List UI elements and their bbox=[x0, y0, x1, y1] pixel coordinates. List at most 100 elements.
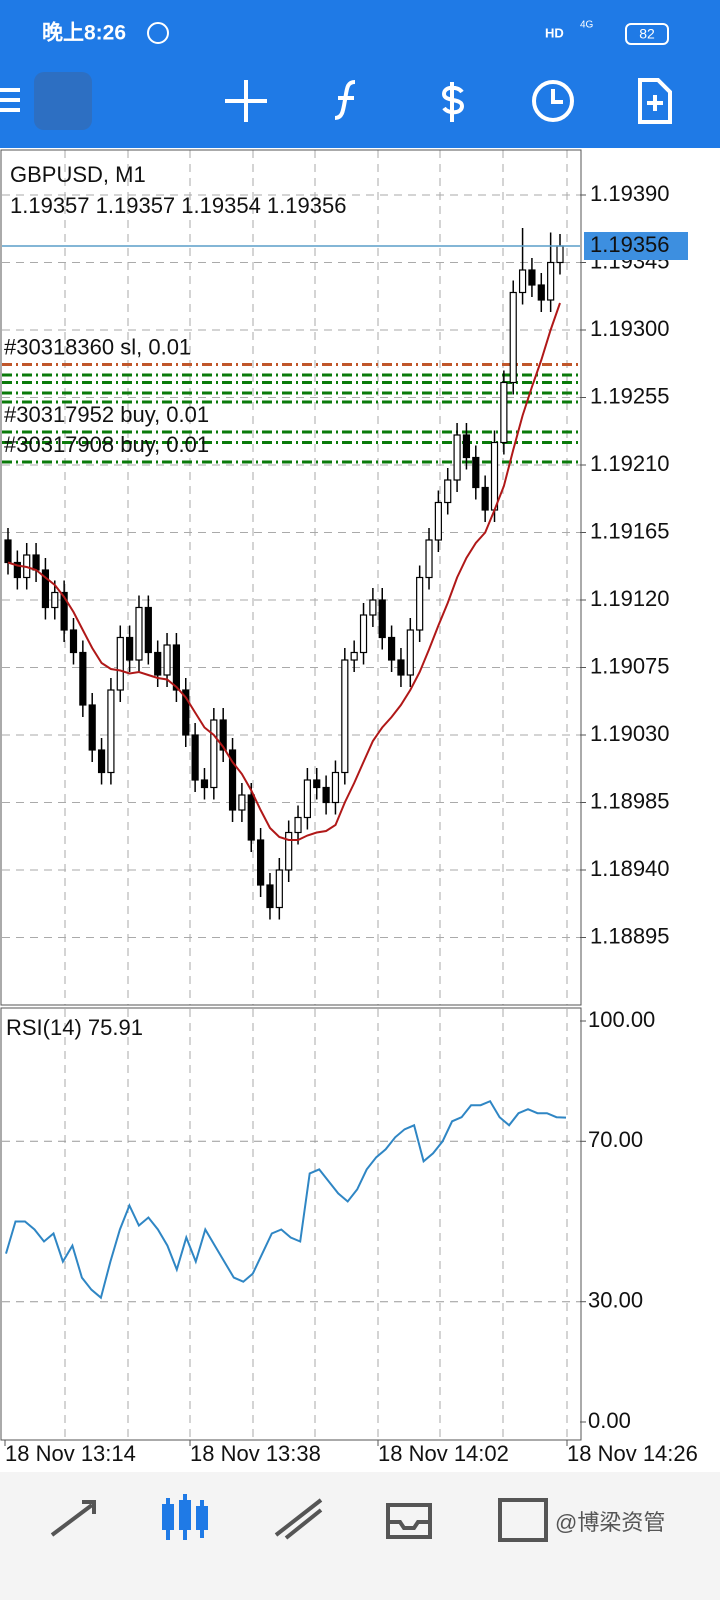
y-tick-label: 1.19210 bbox=[590, 451, 670, 476]
candle-body bbox=[238, 794, 246, 811]
candle-body bbox=[397, 659, 405, 676]
y-tick-label: 1.19075 bbox=[590, 653, 670, 678]
candle-body bbox=[303, 779, 311, 819]
y-tick-label: 1.18985 bbox=[590, 788, 670, 813]
x-tick-label: 18 Nov 14:02 bbox=[378, 1441, 509, 1466]
candle-body bbox=[406, 629, 414, 676]
candle-body bbox=[275, 869, 283, 909]
candle-body bbox=[547, 261, 555, 301]
candle-body bbox=[51, 591, 59, 609]
y-tick-label: 1.19120 bbox=[590, 586, 670, 611]
network-indicator: 4G bbox=[580, 20, 594, 31]
y-tick-label: 70.00 bbox=[588, 1127, 643, 1152]
candle-body bbox=[359, 614, 368, 654]
candle-body bbox=[294, 816, 302, 834]
battery-level: 82 bbox=[639, 26, 655, 42]
y-tick-label: 1.19390 bbox=[590, 181, 670, 206]
y-tick-label: 30.00 bbox=[588, 1288, 643, 1313]
toolbar bbox=[0, 72, 672, 130]
candle-body bbox=[500, 381, 508, 444]
x-tick-label: 18 Nov 13:38 bbox=[190, 1441, 321, 1466]
candle-body bbox=[116, 636, 124, 691]
candle-body bbox=[369, 599, 377, 616]
clock: 晚上8:26 bbox=[42, 21, 126, 45]
order-label: #30317952 buy, 0.01 bbox=[4, 402, 209, 427]
rsi-frame bbox=[0, 1007, 582, 1441]
y-tick-label: 1.19030 bbox=[590, 721, 670, 746]
app-logo[interactable] bbox=[34, 72, 92, 130]
nav-chart[interactable] bbox=[162, 1494, 208, 1540]
candle-body bbox=[266, 884, 274, 909]
crosshair-button[interactable] bbox=[225, 80, 267, 122]
main-chart: #30318360 sl, 0.01 #30317952 buy, 0.01 #30… bbox=[2, 150, 580, 1005]
bottom-nav bbox=[0, 1472, 720, 1600]
candle-body bbox=[434, 501, 442, 541]
candle-body bbox=[32, 554, 40, 571]
order-label: #30318360 sl, 0.01 bbox=[4, 334, 191, 359]
ohlc-readout: 1.19357 1.19357 1.19354 1.19356 bbox=[10, 193, 346, 218]
x-tick-label: 18 Nov 13:14 bbox=[5, 1441, 136, 1466]
candle-body bbox=[191, 734, 199, 781]
order-label: #30317908 buy, 0.01 bbox=[4, 432, 209, 457]
y-tick-label: 1.19300 bbox=[590, 316, 670, 341]
y-tick-label: 1.18940 bbox=[590, 856, 670, 881]
candle-body bbox=[331, 771, 340, 804]
candle-body bbox=[154, 651, 162, 676]
y-tick-label: 1.19255 bbox=[590, 383, 670, 408]
main-frame bbox=[0, 149, 582, 1006]
candle-body bbox=[60, 591, 68, 631]
candle-body bbox=[88, 704, 96, 751]
x-tick-label: 18 Nov 14:26 bbox=[567, 1441, 698, 1466]
candle-body bbox=[97, 749, 106, 774]
ma-line bbox=[7, 302, 561, 841]
candle-body bbox=[462, 434, 471, 459]
candle-body bbox=[107, 689, 115, 774]
candle-body bbox=[210, 719, 218, 789]
template-button[interactable] bbox=[638, 78, 672, 124]
app-bar bbox=[0, 0, 720, 148]
period-button[interactable] bbox=[532, 80, 574, 122]
candle-body bbox=[228, 749, 237, 811]
indicator-title: RSI(14) 75.91 bbox=[6, 1015, 143, 1040]
candle-body bbox=[322, 786, 330, 804]
candle-body bbox=[135, 606, 143, 661]
candle-body bbox=[444, 479, 452, 504]
candle-body bbox=[490, 441, 499, 511]
watermark: @博梁资管 bbox=[555, 1510, 665, 1535]
candle-body bbox=[200, 779, 209, 789]
candle-body bbox=[416, 576, 424, 631]
nav-icons bbox=[50, 1494, 548, 1542]
menu-button[interactable] bbox=[0, 88, 20, 112]
trade-button[interactable] bbox=[441, 82, 465, 122]
candle-body bbox=[144, 606, 152, 654]
nav-history[interactable] bbox=[386, 1503, 432, 1539]
candle-body bbox=[4, 539, 12, 564]
bid-label-box bbox=[584, 232, 688, 260]
nav-quotes[interactable] bbox=[50, 1500, 96, 1537]
candle-body bbox=[378, 599, 386, 639]
y-tick-label: 1.18895 bbox=[590, 923, 670, 948]
status-icon bbox=[147, 22, 169, 44]
candle-body bbox=[472, 456, 480, 489]
nav-news[interactable] bbox=[498, 1498, 548, 1542]
candle-body bbox=[528, 269, 536, 286]
y-tick-label: 100.00 bbox=[588, 1007, 655, 1032]
candle-body bbox=[556, 245, 564, 264]
candle-body bbox=[350, 651, 358, 661]
candle-body bbox=[453, 434, 461, 481]
period-hand bbox=[551, 89, 563, 104]
rsi-line bbox=[5, 1099, 567, 1300]
battery bbox=[625, 23, 669, 45]
candle-body bbox=[537, 284, 545, 301]
candle-body bbox=[13, 561, 21, 579]
nav-trade[interactable] bbox=[274, 1498, 323, 1540]
candle-body bbox=[509, 291, 517, 384]
hd-indicator: HD bbox=[545, 25, 564, 40]
candle-body bbox=[481, 486, 489, 511]
candle-body bbox=[341, 659, 349, 774]
indicators-button[interactable] bbox=[334, 80, 356, 120]
candle-body bbox=[425, 539, 433, 579]
candle-body bbox=[518, 269, 527, 294]
